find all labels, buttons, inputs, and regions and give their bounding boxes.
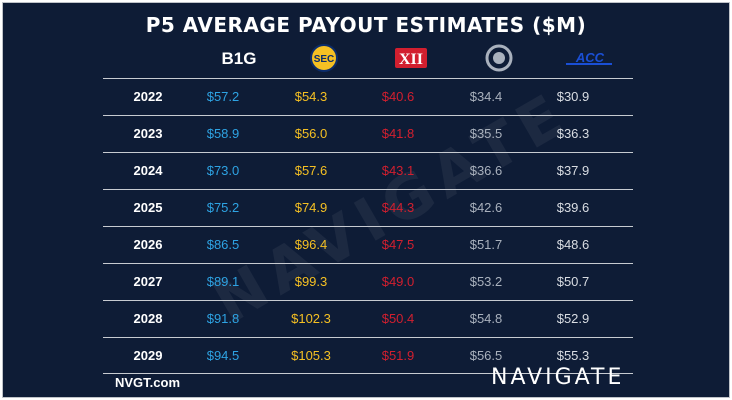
payout-value: $99.3	[294, 274, 328, 289]
payout-value: $47.5	[381, 237, 415, 252]
table-row: 2027 $89.1 $99.3 $49.0 $53.2 $50.7	[103, 263, 633, 300]
table-row: 2022 $57.2 $54.3 $40.6 $34.4 $30.9	[103, 78, 633, 115]
payout-value: $91.8	[206, 311, 240, 326]
table-row: 2026 $86.5 $96.4 $47.5 $51.7 $48.6	[103, 226, 633, 263]
acc-logo-icon: ACC	[559, 43, 619, 73]
payout-value: $56.0	[294, 126, 328, 141]
year-label: 2026	[133, 237, 163, 252]
payout-value: $57.6	[294, 163, 328, 178]
table-row: 2028 $91.8 $102.3 $50.4 $54.8 $52.9	[103, 300, 633, 337]
payout-value: $75.2	[206, 200, 240, 215]
payout-value: $55.3	[556, 348, 590, 363]
sec-logo-text: SEC	[314, 54, 335, 65]
year-label: 2024	[133, 163, 163, 178]
payout-value: $49.0	[381, 274, 415, 289]
payout-value: $57.2	[206, 89, 240, 104]
acc-logo-text: ACC	[575, 50, 605, 65]
payout-value: $41.8	[381, 126, 415, 141]
payout-value: $52.9	[556, 311, 590, 326]
pac-12-logo-icon	[469, 43, 529, 73]
payout-value: $40.6	[381, 89, 415, 104]
chart-title: P5 AVERAGE PAYOUT ESTIMATES ($M)	[145, 13, 587, 37]
table-row: 2025 $75.2 $74.9 $44.3 $42.6 $39.6	[103, 189, 633, 226]
payout-value: $42.6	[469, 200, 503, 215]
payout-value: $53.2	[469, 274, 503, 289]
payout-value: $35.5	[469, 126, 503, 141]
sec-logo-icon: SEC	[294, 43, 354, 73]
payout-value: $34.4	[469, 89, 503, 104]
payout-value: $74.9	[294, 200, 328, 215]
big-12-logo-icon: XII	[381, 43, 441, 73]
footer-site: NVGT.com	[115, 375, 181, 390]
payout-value: $102.3	[291, 311, 331, 326]
year-label: 2027	[133, 274, 163, 289]
payout-value: $50.7	[556, 274, 590, 289]
payout-value: $48.6	[556, 237, 590, 252]
payout-value: $30.9	[556, 89, 590, 104]
payout-value: $36.6	[469, 163, 503, 178]
payout-value: $54.3	[294, 89, 328, 104]
payout-value: $51.9	[381, 348, 415, 363]
payout-value: $36.3	[556, 126, 590, 141]
table-row: 2023 $58.9 $56.0 $41.8 $35.5 $36.3	[103, 115, 633, 152]
table-row: 2024 $73.0 $57.6 $43.1 $36.6 $37.9	[103, 152, 633, 189]
table-row: 2029 $94.5 $105.3 $51.9 $56.5 $55.3	[103, 337, 633, 374]
payout-value: $89.1	[206, 274, 240, 289]
big-ten-logo-text: B1G	[222, 49, 257, 68]
payout-value: $94.5	[206, 348, 240, 363]
big-12-logo-text: XII	[399, 51, 423, 68]
payout-value: $50.4	[381, 311, 415, 326]
payout-value: $54.8	[469, 311, 503, 326]
payout-value: $73.0	[206, 163, 240, 178]
year-label: 2029	[133, 348, 163, 363]
payout-value: $51.7	[469, 237, 503, 252]
payout-value: $56.5	[469, 348, 503, 363]
payout-table: 2022 $57.2 $54.3 $40.6 $34.4 $30.9 2023 $58.9 $5…	[103, 78, 633, 374]
payout-value: $37.9	[556, 163, 590, 178]
year-label: 2022	[133, 89, 163, 104]
payout-value: $96.4	[294, 237, 328, 252]
payout-value: $44.3	[381, 200, 415, 215]
payout-value: $39.6	[556, 200, 590, 215]
payout-value: $58.9	[206, 126, 240, 141]
footer-brand: NAVIGATE	[491, 365, 625, 390]
payout-value: $105.3	[291, 348, 331, 363]
year-label: 2028	[133, 311, 163, 326]
payout-value: $86.5	[206, 237, 240, 252]
year-label: 2023	[133, 126, 163, 141]
year-label: 2025	[133, 200, 163, 215]
payout-value: $43.1	[381, 163, 415, 178]
big-ten-logo-icon: B1G	[209, 43, 269, 73]
